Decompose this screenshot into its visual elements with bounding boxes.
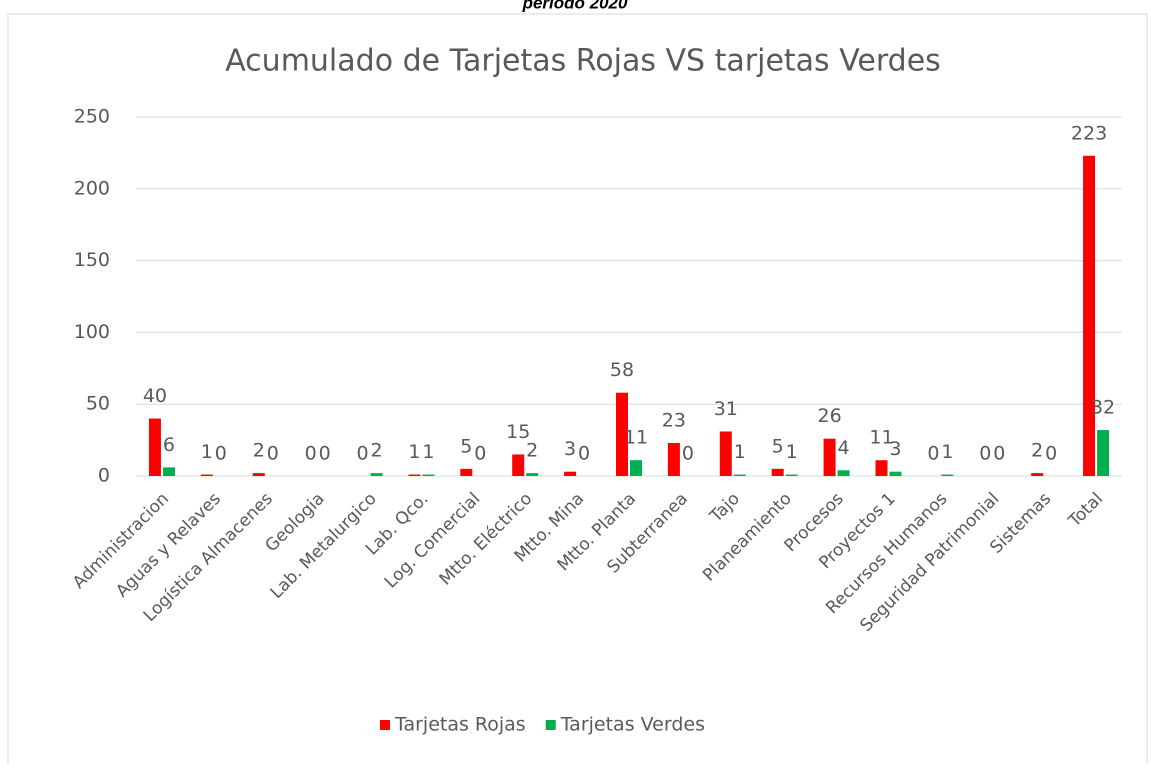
data-label: 2: [370, 440, 382, 462]
data-label: 5: [460, 435, 472, 457]
data-label: 31: [714, 398, 738, 420]
bar: [370, 473, 383, 476]
bar: [875, 460, 888, 476]
data-label: 4: [838, 437, 850, 459]
y-tick-label: 0: [98, 465, 110, 487]
data-label: 0: [682, 443, 694, 465]
bar: [512, 454, 525, 476]
data-label: 1: [734, 441, 746, 463]
bar: [941, 474, 954, 476]
legend-swatch: [545, 720, 556, 730]
data-label: 5: [772, 435, 784, 457]
data-label: 1: [941, 441, 953, 463]
data-label: 23: [662, 409, 686, 431]
y-tick-label: 100: [74, 321, 110, 343]
data-label: 1: [201, 441, 213, 463]
data-label: 40: [143, 385, 167, 407]
bar: [719, 431, 732, 476]
data-label: 0: [215, 443, 227, 465]
bar: [823, 438, 836, 476]
bar: [422, 474, 435, 476]
chart-frame: [7, 13, 1148, 769]
data-label: 15: [506, 421, 530, 443]
data-label: 58: [610, 359, 634, 381]
bar: [148, 418, 161, 476]
bar: [785, 474, 798, 476]
caption: periodo 2020: [522, 0, 628, 12]
legend-label: Tarjetas Verdes: [560, 714, 705, 736]
bar: [771, 468, 784, 476]
bar: [616, 392, 628, 476]
bar: [526, 473, 539, 476]
bar: [408, 474, 421, 476]
bar: [460, 468, 473, 476]
data-label: 0: [267, 443, 279, 465]
bar: [252, 473, 265, 476]
data-label: 2: [253, 440, 265, 462]
y-tick-label: 200: [74, 177, 110, 199]
data-label: 11: [869, 427, 893, 449]
data-label: 0: [474, 443, 486, 465]
data-label: 6: [163, 434, 175, 456]
y-tick-label: 150: [74, 249, 110, 271]
bar: [1031, 473, 1044, 476]
data-label: 0: [993, 443, 1005, 465]
data-label: 0: [356, 443, 368, 465]
data-label: 2: [1031, 440, 1043, 462]
data-label: 26: [817, 405, 841, 427]
data-label: 0: [979, 443, 991, 465]
bar: [564, 471, 577, 476]
bar: [162, 467, 175, 476]
bar: [667, 442, 680, 476]
data-label: 3: [564, 438, 576, 460]
data-label: 1: [786, 441, 798, 463]
bar: [630, 460, 642, 476]
y-tick-label: 250: [74, 106, 110, 128]
data-label: 3: [889, 438, 901, 460]
data-label: 0: [578, 443, 590, 465]
bar: [1083, 155, 1096, 476]
legend-swatch: [380, 720, 390, 730]
data-label: 0: [927, 443, 939, 465]
bar: [1097, 430, 1110, 476]
data-label: 2: [526, 440, 538, 462]
bar: [889, 471, 902, 476]
data-label: 0: [319, 443, 331, 465]
data-label: 0: [1045, 443, 1057, 465]
y-tick-label: 50: [86, 393, 110, 415]
data-label: 0: [305, 443, 317, 465]
data-label: 32: [1091, 397, 1115, 419]
bar: [733, 474, 746, 476]
legend-label: Tarjetas Rojas: [394, 714, 526, 736]
data-label: 11: [624, 427, 648, 449]
data-label: 223: [1071, 122, 1107, 144]
data-label: 1: [408, 441, 420, 463]
data-label: 1: [422, 441, 434, 463]
bar: [200, 474, 213, 476]
bar: [837, 470, 850, 476]
chart-title: Acumulado de Tarjetas Rojas VS tarjetas …: [225, 44, 941, 79]
